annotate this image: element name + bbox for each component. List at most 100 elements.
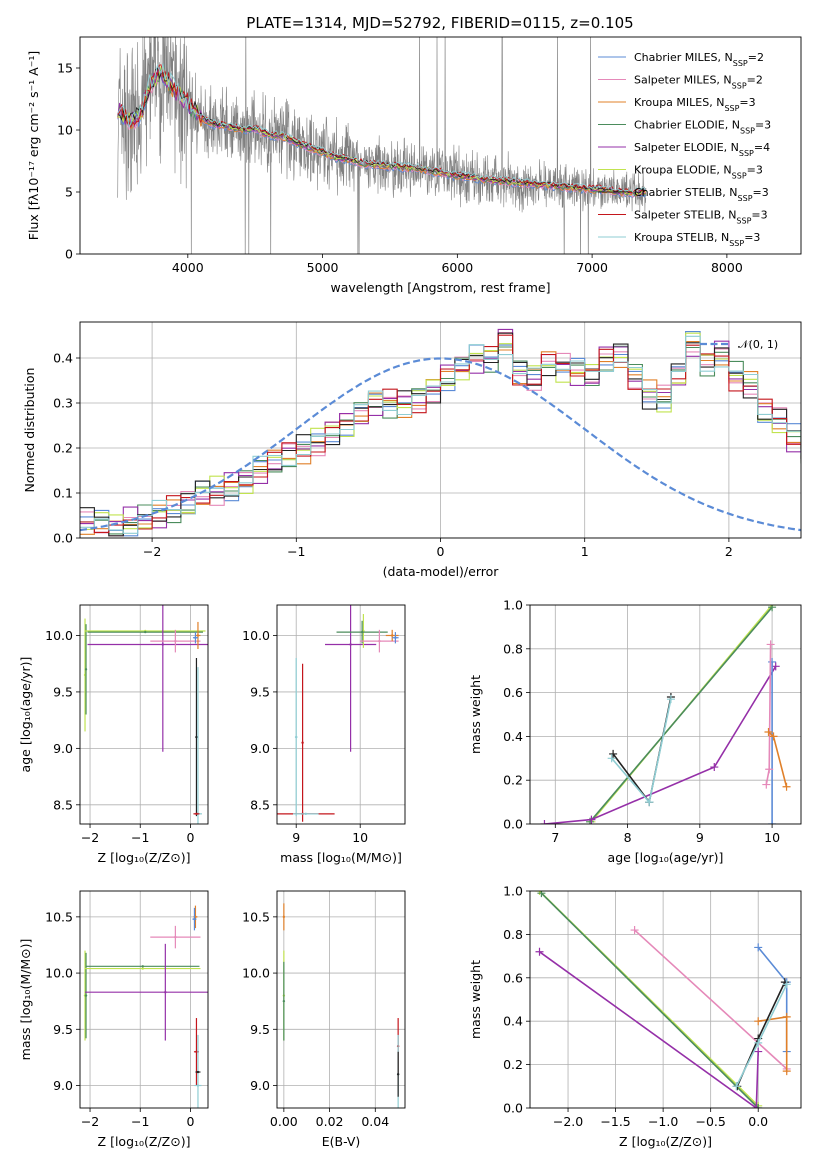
errorbar-point-7 — [378, 639, 381, 643]
x-tick-label: 7000 — [576, 260, 608, 275]
errorbar-point-1 — [84, 668, 88, 671]
errorbar-point-8 — [195, 1050, 198, 1053]
y-tick-label: 0.4 — [503, 1014, 523, 1029]
x-tick-label: 10 — [764, 830, 780, 845]
massweight-vs-Z-x-label: Z [log₁₀(Z/Z⊙)] — [619, 1134, 712, 1149]
legend-entry-7: Salpeter STELIB, NSSP=3 — [634, 209, 768, 226]
age-vs-mass-panel: 9 10 8.5 9.0 9.5 10.0 mass [log₁₀(M/M⊙)] — [242, 604, 406, 865]
weight-marker — [768, 605, 777, 612]
x-tick-label: −1 — [287, 544, 305, 559]
errorbar-point-7 — [193, 917, 196, 921]
model-line-8 — [117, 63, 647, 193]
weight-marker — [769, 732, 778, 741]
weight-marker — [762, 780, 771, 789]
y-tick-label: 5 — [65, 185, 73, 200]
y-tick-label: 10.0 — [242, 628, 270, 643]
y-tick-label: 0 — [65, 247, 73, 262]
spectrum-frame — [79, 36, 802, 255]
errorbar-point-3 — [141, 965, 144, 968]
legend-entry-8: Kroupa STELIB, NSSP=3 — [634, 231, 760, 248]
x-tick-label: 2 — [725, 544, 733, 559]
y-tick-label: 1.0 — [503, 884, 523, 899]
errorbar-point-8 — [391, 634, 394, 637]
x-tick-label: −2 — [81, 830, 99, 845]
weight-line-2 — [544, 665, 777, 824]
x-tick-label: −1 — [131, 830, 149, 845]
weight-marker — [782, 1067, 791, 1076]
errorbar-point-8 — [195, 735, 198, 739]
legend-entry-0: Chabrier MILES, NSSP=2 — [634, 51, 764, 68]
age-vs-Z-plot-area — [80, 605, 208, 824]
y-tick-label: 0.8 — [503, 641, 523, 656]
legend-entry-6: Chabrier STELIB, NSSP=3 — [634, 186, 769, 203]
y-tick-label: 0.6 — [503, 685, 523, 700]
errorbar-point-9 — [394, 636, 397, 639]
y-tick-label: 0.3 — [53, 396, 73, 411]
weight-marker — [607, 754, 616, 763]
mass-vs-Z-frame — [79, 890, 209, 1109]
y-tick-label: 0.0 — [53, 531, 73, 546]
y-tick-label: 0.8 — [503, 927, 523, 942]
y-tick-label: 10.0 — [242, 966, 270, 981]
histogram-series-3 — [80, 345, 801, 535]
massweight-vs-Z-frame — [529, 890, 802, 1109]
errorbar-point-7 — [194, 636, 197, 639]
weight-marker — [535, 947, 544, 956]
massweight-vs-Z-y-label: mass weight — [468, 960, 483, 1039]
age-vs-Z-x-label: Z [log₁₀(Z/Z⊙)] — [98, 850, 191, 865]
y-tick-label: 0.6 — [503, 970, 523, 985]
weight-line-7 — [735, 983, 788, 1087]
weight-line-5 — [758, 1015, 788, 1072]
x-tick-label: 1 — [581, 544, 589, 559]
errorbar-point-6 — [360, 630, 364, 634]
mass-vs-EBV-plot-area — [277, 891, 405, 1108]
weight-marker — [587, 815, 596, 824]
weight-marker — [754, 1017, 763, 1026]
y-tick-label: 0.0 — [503, 1101, 523, 1116]
x-tick-label: 0.04 — [361, 1114, 389, 1129]
legend-entry-5: Kroupa ELODIE, NSSP=3 — [634, 164, 763, 181]
weight-marker — [780, 978, 789, 987]
residuals-x-label: (data-model)/error — [383, 564, 500, 579]
x-tick-label: 9 — [696, 830, 704, 845]
x-tick-label: 0 — [186, 830, 194, 845]
x-tick-label: 10 — [352, 830, 368, 845]
age-vs-Z-frame — [79, 604, 209, 825]
y-tick-label: 9.5 — [250, 684, 270, 699]
model-line-6 — [117, 67, 647, 194]
gaussian-legend-label: 𝒩(0, 1) — [738, 338, 778, 351]
weight-marker — [666, 695, 675, 704]
y-tick-label: 15 — [57, 61, 73, 76]
gaussian-curve — [80, 357, 801, 532]
y-tick-label: 9.0 — [53, 741, 73, 756]
y-tick-label: 9.5 — [250, 1022, 270, 1037]
x-tick-label: 5000 — [307, 260, 339, 275]
errorbar-point-3 — [144, 630, 147, 634]
y-tick-label: 9.0 — [250, 741, 270, 756]
mass-vs-EBV-x-label: E(B-V) — [322, 1134, 361, 1149]
y-tick-label: 0.2 — [503, 773, 523, 788]
errorbar-point-4 — [161, 643, 165, 646]
x-tick-label: −2.0 — [553, 1114, 583, 1129]
weight-line-2 — [539, 951, 759, 1108]
weight-line-4 — [757, 946, 788, 1052]
y-tick-label: 9.5 — [53, 684, 73, 699]
weight-line-1 — [540, 892, 759, 1108]
spectrum-panel: 4000 5000 6000 7000 8000 0 5 10 15 wavelength [An… — [26, 36, 802, 295]
histogram-series-8 — [80, 335, 801, 534]
mass-vs-Z-panel: −2 −1 0 9.0 9.5 10.0 10.5 Z [log₁₀(Z/Z⊙)] mass [… — [18, 890, 209, 1149]
x-tick-label: −1 — [131, 1114, 149, 1129]
weight-marker — [754, 1047, 763, 1056]
residuals-y-label: Normed distribution — [22, 368, 37, 493]
weight-marker — [766, 640, 775, 649]
legend-entry-3: Chabrier ELODIE, NSSP=3 — [634, 119, 771, 136]
weight-line-1 — [589, 606, 773, 823]
errorbar-point-10 — [195, 812, 198, 816]
x-tick-label: 4000 — [172, 260, 204, 275]
weight-marker — [537, 891, 546, 898]
errorbar-point-4 — [164, 990, 167, 994]
x-tick-label: 0 — [186, 1114, 194, 1129]
weight-marker — [645, 798, 654, 807]
weight-marker — [630, 926, 639, 935]
